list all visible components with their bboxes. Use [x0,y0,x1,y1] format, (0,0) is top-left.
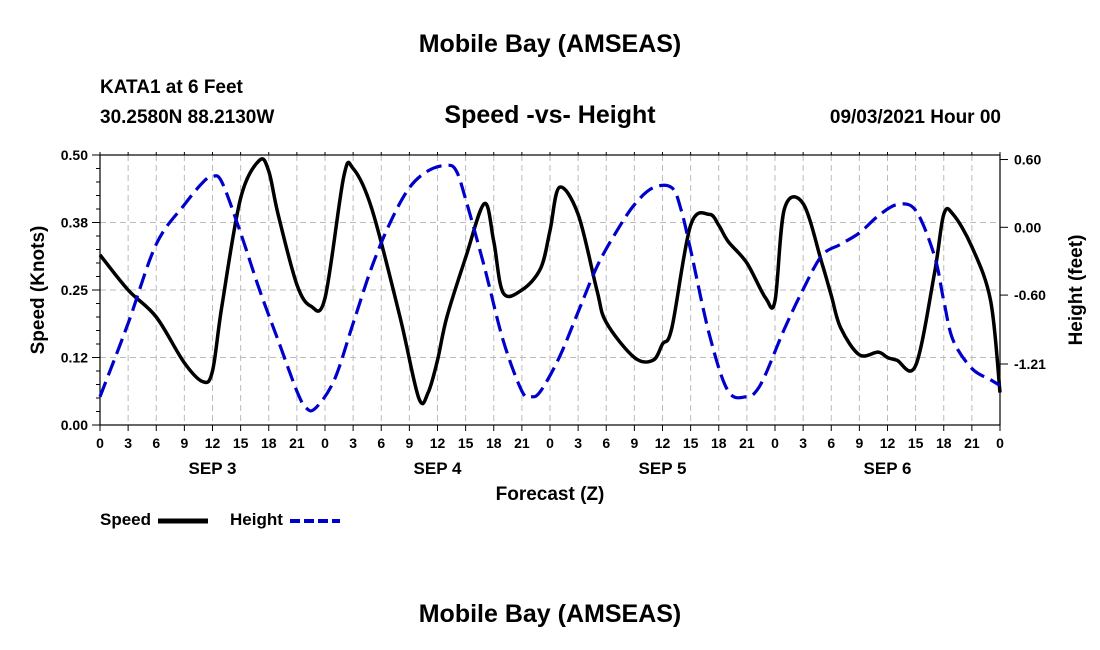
y-left-tick-label: 0.50 [61,147,88,163]
footer-title: Mobile Bay (AMSEAS) [418,600,682,628]
x-tick-label: 0 [771,435,779,451]
x-tick-label: 9 [405,435,413,451]
x-tick-label: 3 [349,435,357,451]
x-tick-label: 6 [602,435,610,451]
x-tick-label: 18 [936,435,952,451]
x-tick-label: 21 [739,435,755,451]
x-tick-label: 9 [180,435,188,451]
x-tick-label: 18 [261,435,277,451]
legend-label-height: Height [230,510,283,529]
series-line-height [98,163,1001,413]
series-line-speed [98,157,1002,406]
x-tick-label: 21 [289,435,305,451]
x-tick-label: 3 [799,435,807,451]
x-tick-label: 9 [855,435,863,451]
day-label: SEP 5 [639,459,687,478]
x-tick-label: 0 [996,435,1004,451]
x-tick-label: 6 [152,435,160,451]
y-left-tick-label: 0.12 [61,350,88,366]
x-tick-label: 18 [711,435,727,451]
x-tick-label: 3 [574,435,582,451]
x-tick-label: 0 [96,435,104,451]
coordinates-label: 30.2580N 88.2130W [100,107,275,128]
x-tick-label: 12 [430,435,446,451]
legend-label-speed: Speed [100,510,152,529]
day-label: SEP 4 [414,459,462,478]
x-tick-label: 15 [683,435,699,451]
day-label: SEP 3 [189,459,237,478]
x-tick-label: 21 [964,435,980,451]
x-tick-label: 3 [124,435,132,451]
station-label: KATA1 at 6 Feet [100,77,243,98]
y-right-tick-label: -1.21 [1014,356,1046,372]
x-tick-label: 21 [514,435,530,451]
x-tick-label: 6 [377,435,385,451]
y-right-axis-label: Height (feet) [1066,235,1087,346]
legend-item-height: Height [230,510,342,530]
x-tick-label: 12 [880,435,896,451]
x-tick-label: 12 [205,435,221,451]
x-tick-label: 12 [655,435,671,451]
x-tick-label: 18 [486,435,502,451]
x-tick-label: 15 [458,435,474,451]
y-right-tick-label: -0.60 [1014,287,1046,303]
plot-frame [99,154,1001,426]
y-right-tick-label: 0.60 [1014,152,1041,168]
x-tick-label: 15 [233,435,249,451]
legend-swatch-speed [157,518,208,524]
day-label: SEP 6 [864,459,912,478]
legend-swatch-height [289,518,340,523]
legend-item-speed: Speed [100,510,210,530]
x-axis-label: Forecast (Z) [496,484,605,505]
y-left-tick-label: 0.00 [61,417,88,433]
y-left-tick-label: 0.38 [61,215,88,231]
x-tick-label: 0 [321,435,329,451]
y-right-tick-label: 0.00 [1014,219,1041,235]
forecast-timestamp: 09/03/2021 Hour 00 [829,107,1001,128]
x-tick-label: 9 [630,435,638,451]
x-tick-label: 15 [908,435,924,451]
x-tick-label: 6 [827,435,835,451]
y-left-tick-label: 0.25 [61,282,88,298]
chart-subtitle: Speed -vs- Height [444,101,656,129]
y-left-axis-label: Speed (Knots) [28,226,49,355]
x-tick-label: 0 [546,435,554,451]
page-title: Mobile Bay (AMSEAS) [418,30,682,58]
